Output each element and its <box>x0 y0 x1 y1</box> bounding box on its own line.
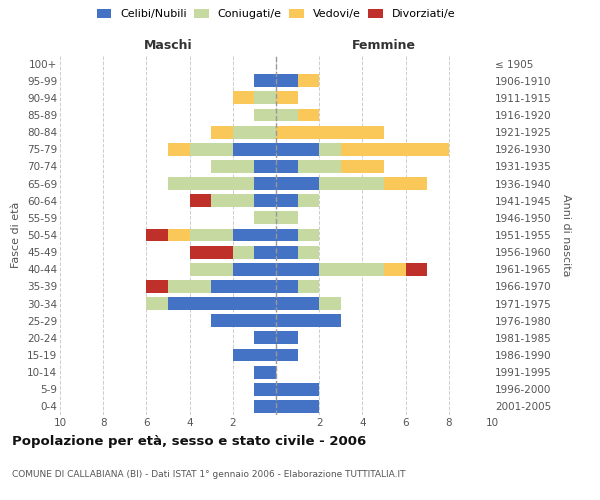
Bar <box>298 160 341 173</box>
Bar <box>168 228 190 241</box>
Bar <box>406 263 427 276</box>
Bar <box>298 280 319 293</box>
Bar <box>190 263 233 276</box>
Bar <box>298 194 319 207</box>
Bar <box>276 400 319 413</box>
Text: Popolazione per età, sesso e stato civile - 2006: Popolazione per età, sesso e stato civil… <box>12 435 366 448</box>
Bar <box>276 126 384 138</box>
Y-axis label: Fasce di età: Fasce di età <box>11 202 22 268</box>
Bar <box>276 297 319 310</box>
Bar <box>298 108 319 122</box>
Bar <box>211 280 276 293</box>
Bar <box>254 74 276 87</box>
Bar <box>276 143 319 156</box>
Bar <box>276 194 298 207</box>
Bar <box>211 126 233 138</box>
Bar <box>276 177 319 190</box>
Bar <box>276 246 298 258</box>
Bar <box>254 177 276 190</box>
Bar <box>254 160 276 173</box>
Bar <box>298 246 319 258</box>
Bar <box>298 74 319 87</box>
Bar <box>276 263 319 276</box>
Bar <box>190 143 233 156</box>
Bar <box>254 400 276 413</box>
Bar <box>276 314 341 327</box>
Bar <box>276 92 298 104</box>
Bar <box>146 228 168 241</box>
Bar <box>233 263 276 276</box>
Bar <box>233 228 276 241</box>
Bar <box>168 297 276 310</box>
Bar <box>254 366 276 378</box>
Bar <box>233 143 276 156</box>
Bar <box>254 194 276 207</box>
Bar <box>384 177 427 190</box>
Legend: Celibi/Nubili, Coniugati/e, Vedovi/e, Divorziati/e: Celibi/Nubili, Coniugati/e, Vedovi/e, Di… <box>92 4 460 24</box>
Bar <box>211 194 254 207</box>
Bar <box>276 160 298 173</box>
Text: COMUNE DI CALLABIANA (BI) - Dati ISTAT 1° gennaio 2006 - Elaborazione TUTTITALIA: COMUNE DI CALLABIANA (BI) - Dati ISTAT 1… <box>12 470 406 479</box>
Bar <box>254 212 276 224</box>
Bar <box>233 246 254 258</box>
Bar <box>254 92 276 104</box>
Bar <box>168 280 211 293</box>
Bar <box>168 143 190 156</box>
Bar <box>276 332 298 344</box>
Bar <box>319 297 341 310</box>
Bar <box>254 383 276 396</box>
Bar <box>190 194 211 207</box>
Bar <box>319 177 384 190</box>
Bar <box>298 228 319 241</box>
Bar <box>276 348 298 362</box>
Bar <box>276 228 298 241</box>
Bar <box>254 332 276 344</box>
Bar <box>276 383 319 396</box>
Bar <box>276 108 298 122</box>
Bar <box>211 314 276 327</box>
Bar <box>146 280 168 293</box>
Bar <box>233 348 276 362</box>
Bar <box>341 143 449 156</box>
Bar <box>276 74 298 87</box>
Bar <box>319 143 341 156</box>
Bar <box>276 280 298 293</box>
Text: Maschi: Maschi <box>143 38 193 52</box>
Bar <box>168 177 254 190</box>
Bar <box>190 228 233 241</box>
Bar <box>211 160 254 173</box>
Y-axis label: Anni di nascita: Anni di nascita <box>561 194 571 276</box>
Bar <box>233 126 276 138</box>
Bar <box>233 92 254 104</box>
Bar <box>319 263 384 276</box>
Bar <box>146 297 168 310</box>
Bar <box>276 212 298 224</box>
Bar <box>254 246 276 258</box>
Bar <box>384 263 406 276</box>
Bar <box>341 160 384 173</box>
Bar <box>254 108 276 122</box>
Bar <box>190 246 233 258</box>
Text: Femmine: Femmine <box>352 38 416 52</box>
